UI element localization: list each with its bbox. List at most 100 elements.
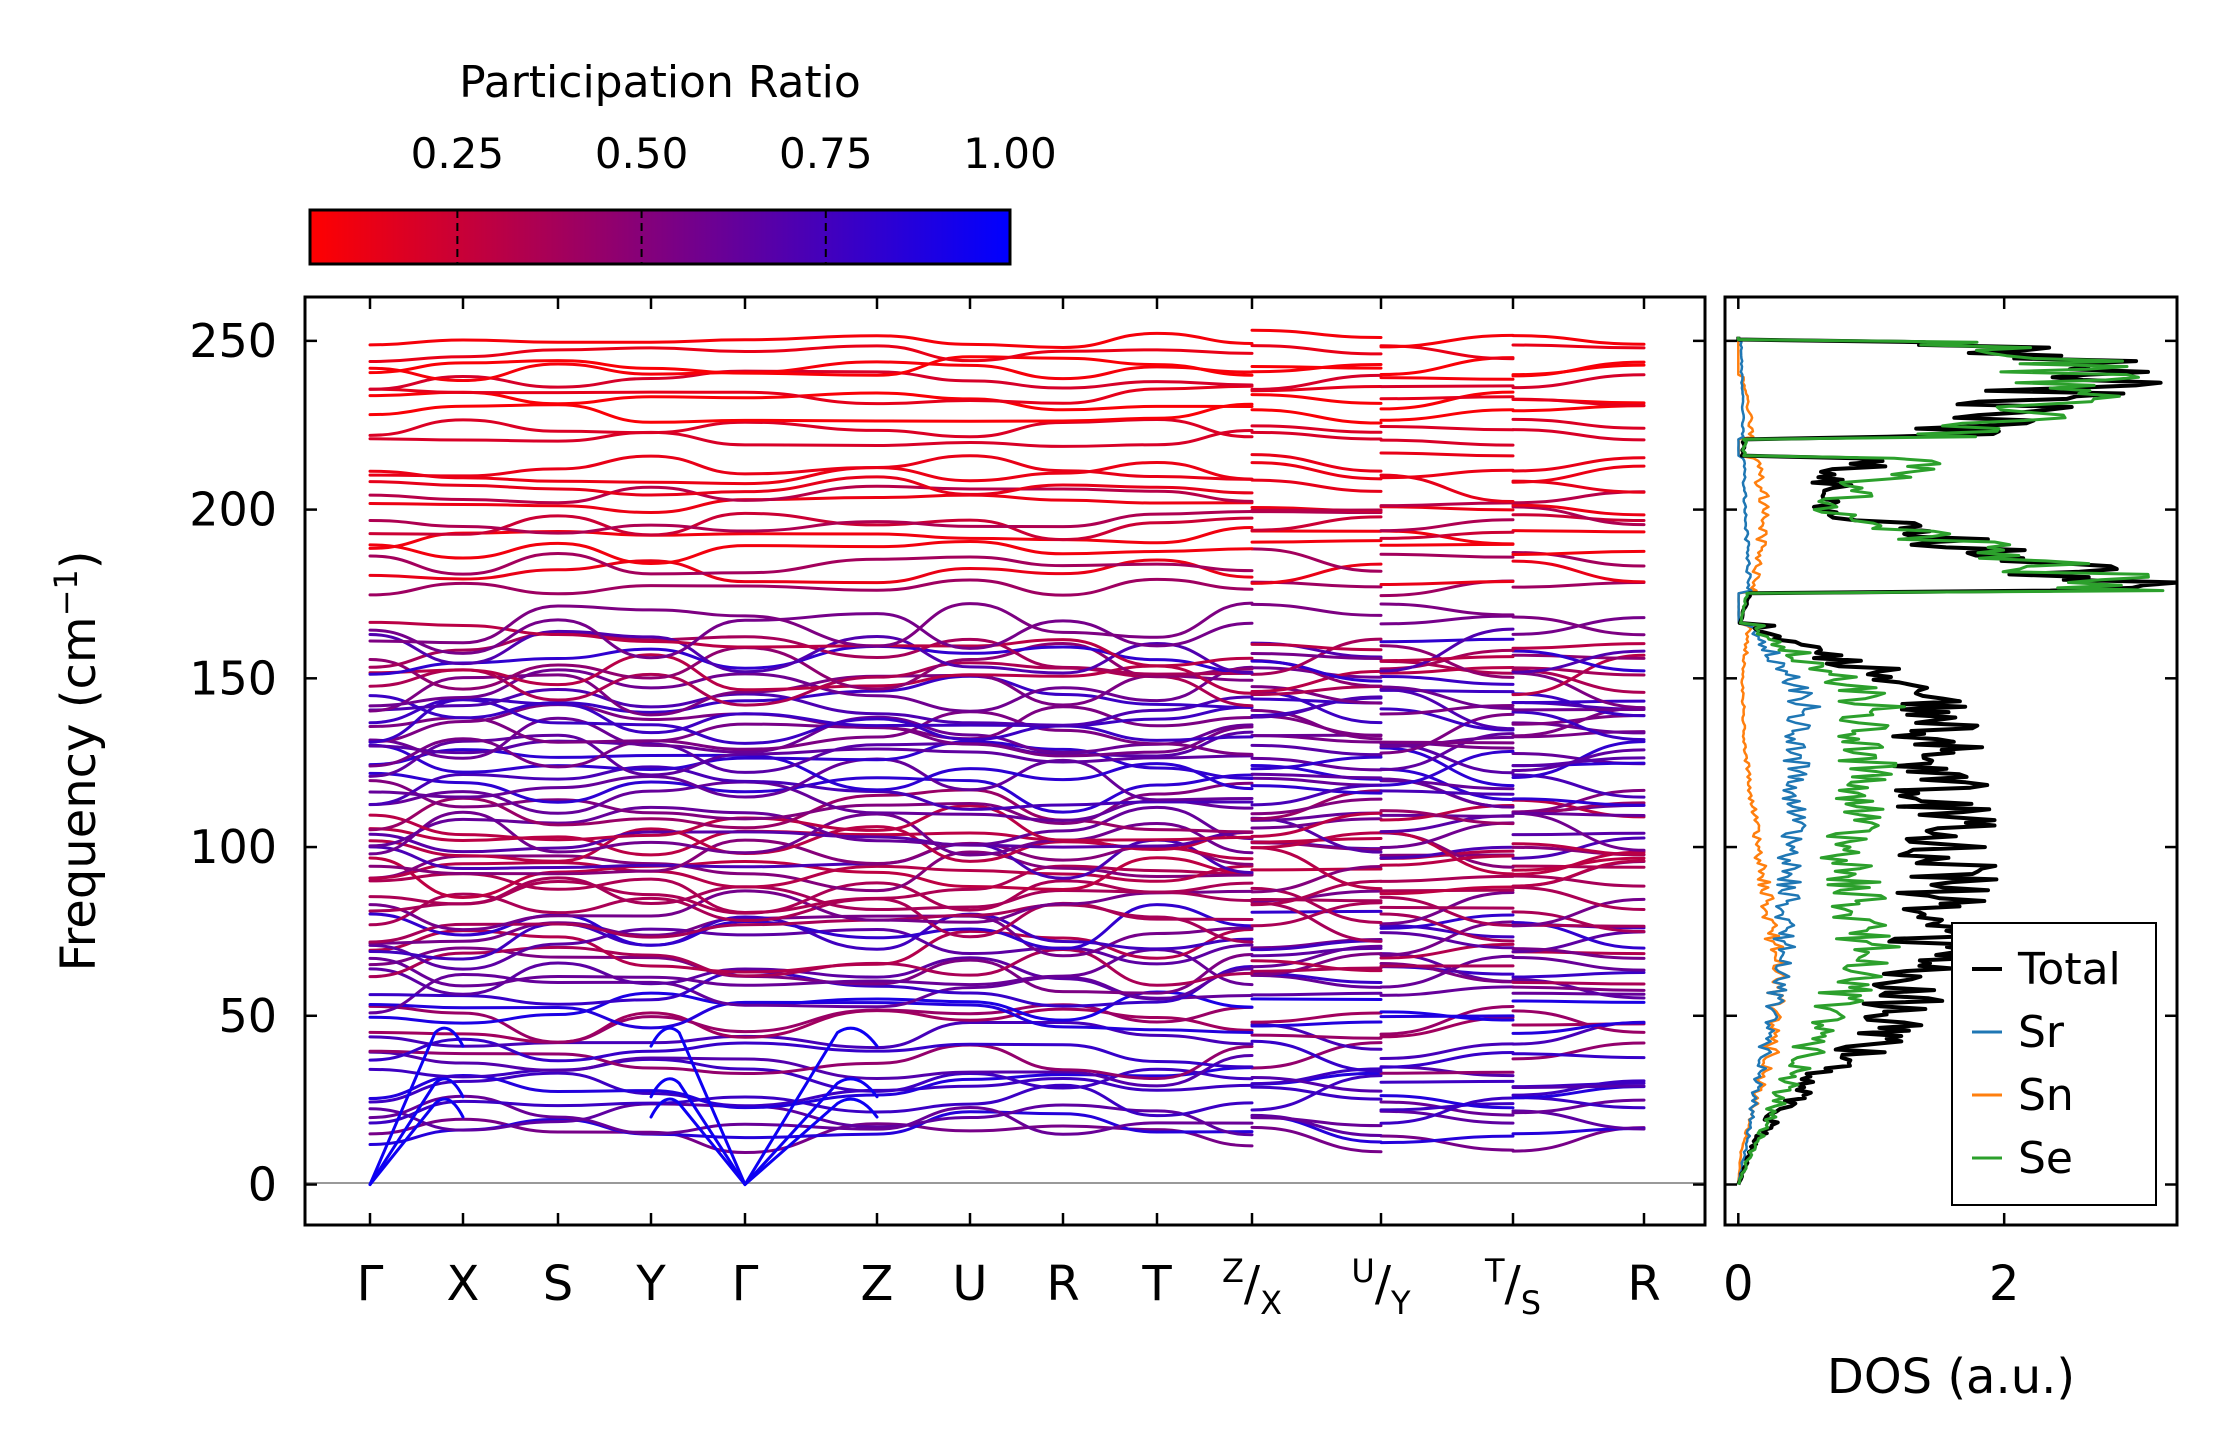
- phonon-band: [1511, 699, 1646, 705]
- phonon-band: [1250, 685, 1383, 705]
- band-y-tick-label: 250: [189, 314, 277, 368]
- kpoint-label: U/Y: [1351, 1252, 1411, 1322]
- phonon-band: [1379, 530, 1515, 540]
- phonon-band: [1379, 895, 1515, 927]
- phonon-band: [1250, 424, 1383, 434]
- phonon-band: [1511, 1021, 1646, 1035]
- phonon-band: [1511, 397, 1646, 407]
- phonon-band: [1379, 674, 1515, 686]
- kpoint-label: R: [1046, 1256, 1079, 1312]
- phonon-band: [1511, 671, 1646, 710]
- legend-entry: Sr: [2018, 1007, 2065, 1058]
- phonon-band: [1511, 1098, 1646, 1115]
- phonon-band: [368, 674, 1254, 720]
- phonon-band: [1379, 614, 1515, 626]
- phonon-band: [368, 1007, 1254, 1044]
- phonon-band: [1511, 985, 1646, 992]
- phonon-band: [1511, 797, 1646, 807]
- phonon-band: [368, 912, 1254, 961]
- phonon-band: [1250, 430, 1383, 441]
- kpoint-label: U: [952, 1256, 987, 1312]
- phonon-band: [1250, 901, 1383, 928]
- phonon-band: [368, 698, 1254, 745]
- phonon-band: [1250, 1020, 1383, 1028]
- phonon-band: [1250, 685, 1383, 697]
- phonon-band: [368, 360, 1254, 383]
- phonon-band: [1250, 811, 1383, 838]
- phonon-band: [368, 850, 1254, 893]
- phonon-band: [368, 661, 1254, 708]
- phonon-band: [1511, 373, 1646, 390]
- colorbar-tick-label: 1.00: [963, 129, 1057, 178]
- phonon-band: [1250, 669, 1383, 694]
- dos-x-axis-label: DOS (a.u.): [1827, 1349, 2075, 1405]
- phonon-band: [368, 1020, 1254, 1050]
- phonon-band: [368, 805, 1254, 848]
- phonon-band: [1379, 740, 1515, 745]
- phonon-band: [1250, 973, 1383, 989]
- phonon-band: [1511, 417, 1646, 430]
- acoustic-branch: [743, 1026, 879, 1187]
- phonon-band: [1379, 451, 1515, 458]
- phonon-band: [1379, 580, 1515, 586]
- band-y-ticks: 0 50 100 150 200 250: [189, 314, 1705, 1212]
- phonon-band: [368, 344, 1254, 364]
- phonon-band: [368, 369, 1254, 391]
- dos-line-total: [1736, 336, 2177, 1186]
- phonon-band: [368, 390, 1254, 412]
- kpoint-label: T/S: [1484, 1252, 1541, 1322]
- dos-lines: [1736, 336, 2177, 1186]
- phonon-band: [1250, 743, 1383, 757]
- phonon-band: [1379, 655, 1515, 663]
- phonon-band: [1250, 944, 1383, 969]
- phonon-band: [1379, 1042, 1515, 1061]
- acoustic-branch: [368, 1097, 465, 1187]
- phonon-band: [368, 697, 1254, 735]
- phonon-band: [368, 558, 1254, 585]
- phonon-band: [1511, 710, 1646, 742]
- phonon-band: [1250, 797, 1383, 816]
- phonon-band: [1379, 384, 1515, 389]
- phonon-band: [1511, 1041, 1646, 1061]
- phonon-band: [1250, 562, 1383, 585]
- acoustic-branch: [743, 1097, 879, 1187]
- phonon-band: [1250, 831, 1383, 850]
- phonon-band: [368, 460, 1254, 486]
- phonon-band: [1250, 991, 1383, 997]
- phonon-band: [368, 577, 1254, 597]
- phonon-band: [1379, 1079, 1515, 1084]
- phonon-band: [1511, 1052, 1646, 1060]
- phonon-band: [1379, 438, 1515, 447]
- phonon-band: [1511, 505, 1646, 527]
- phonon-band: [368, 889, 1254, 932]
- colorbar-ticks: 0.25 0.50 0.75 1.00: [411, 129, 1057, 264]
- phonon-band: [1511, 334, 1646, 346]
- phonon-band: [1250, 897, 1383, 903]
- phonon-band: [368, 665, 1254, 713]
- phonon-band: [1511, 1009, 1646, 1034]
- phonon-band: [1250, 328, 1383, 339]
- phonon-band: [368, 525, 1254, 550]
- dos-x-tick-label: 2: [1989, 1256, 2020, 1312]
- phonon-band: [1250, 755, 1383, 771]
- phonon-band: [1250, 1075, 1383, 1093]
- phonon-band: [1379, 1050, 1515, 1069]
- kpoint-label: S: [543, 1256, 573, 1312]
- dos-legend: Total Sr Sn Se: [1951, 922, 2157, 1206]
- acoustic-branch: [368, 1077, 465, 1187]
- band-y-tick-label: 50: [218, 989, 277, 1043]
- phonon-band: [1511, 955, 1646, 972]
- acoustic-branch: [649, 1026, 747, 1187]
- phonon-band: [1250, 695, 1383, 719]
- phonon-band: [368, 804, 1254, 842]
- phonon-band: [1379, 468, 1515, 480]
- phonon-band: [1511, 930, 1646, 954]
- phonon-band: [1511, 831, 1646, 837]
- colorbar: Participation Ratio 0.25 0.50 0.75 1.00: [308, 57, 1057, 266]
- phonon-band: [368, 402, 1254, 424]
- phonon-band: [1250, 1033, 1383, 1040]
- phonon-band: [1379, 954, 1515, 989]
- phonon-band: [1250, 1113, 1383, 1138]
- phonon-band: [1379, 707, 1515, 732]
- phonon-band: [1379, 1070, 1515, 1075]
